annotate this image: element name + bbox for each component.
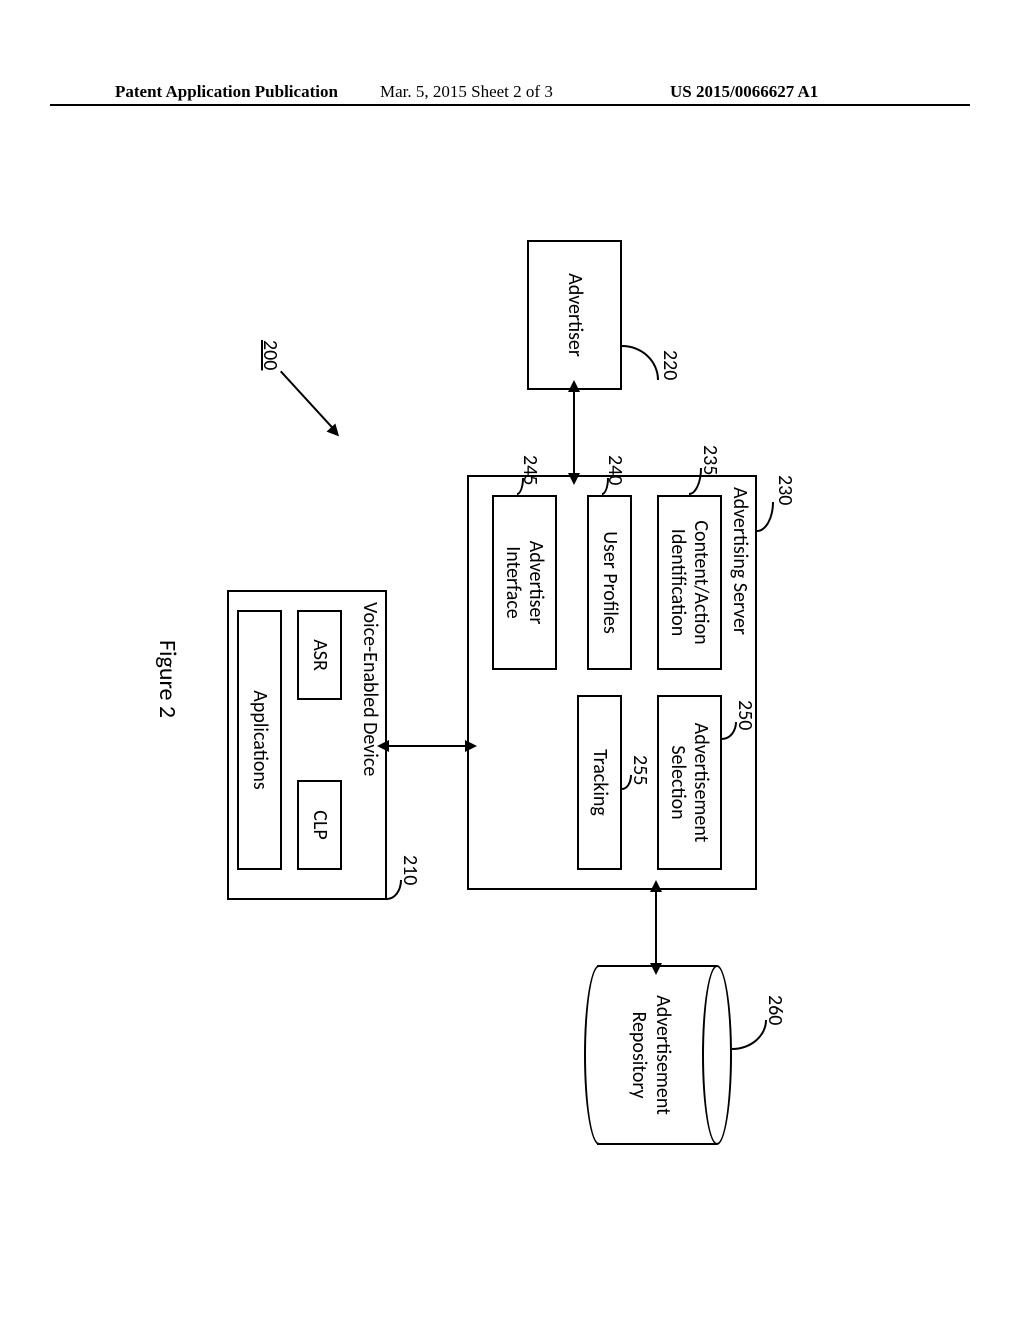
arrow-advertiser-to-server-head-right xyxy=(568,473,580,485)
leader-230 xyxy=(757,502,774,532)
user-profiles-box: User Profiles xyxy=(587,495,632,670)
advertiser-if-box: AdvertiserInterface xyxy=(492,495,557,670)
header-left: Patent Application Publication xyxy=(115,82,338,102)
figure-caption: Figure 2 xyxy=(153,640,182,718)
header-right: US 2015/0066627 A1 xyxy=(670,82,818,102)
leader-260 xyxy=(732,1020,767,1050)
content-action-box: Content/ActionIdentification xyxy=(657,495,722,670)
leader-220 xyxy=(622,345,659,380)
tracking-box: Tracking xyxy=(577,695,622,870)
header-mid: Mar. 5, 2015 Sheet 2 of 3 xyxy=(380,82,553,102)
figure-2-diagram: AdvertiserAdvertising ServerContent/Acti… xyxy=(202,210,822,1190)
leader-200 xyxy=(280,371,336,432)
header-rule xyxy=(50,104,970,106)
arrow-server-to-device-head-down xyxy=(377,740,389,752)
ref-255: 255 xyxy=(628,755,652,785)
leader-210 xyxy=(387,880,402,900)
arrow-server-to-repo xyxy=(655,892,657,963)
arrow-server-to-repo-head-left xyxy=(650,880,662,892)
clp-box: CLP xyxy=(297,780,342,870)
arrow-advertiser-to-server xyxy=(573,392,575,473)
asr-box: ASR xyxy=(297,610,342,700)
arrow-server-to-repo-head-right xyxy=(650,963,662,975)
arrow-server-to-device-head-up xyxy=(465,740,477,752)
arrow-server-to-device xyxy=(389,745,465,747)
ref-230: 230 xyxy=(773,475,797,505)
ad-selection-box: AdvertisementSelection xyxy=(657,695,722,870)
advertisement-repository-db: AdvertisementRepository xyxy=(582,965,732,1145)
arrow-advertiser-to-server-head-left xyxy=(568,380,580,392)
advertisement-repository-label: AdvertisementRepository xyxy=(627,965,675,1145)
ref-220: 220 xyxy=(658,350,682,380)
ref-200: 200 xyxy=(258,340,282,370)
apps-box: Applications xyxy=(237,610,282,870)
advertiser-box: Advertiser xyxy=(527,240,622,390)
